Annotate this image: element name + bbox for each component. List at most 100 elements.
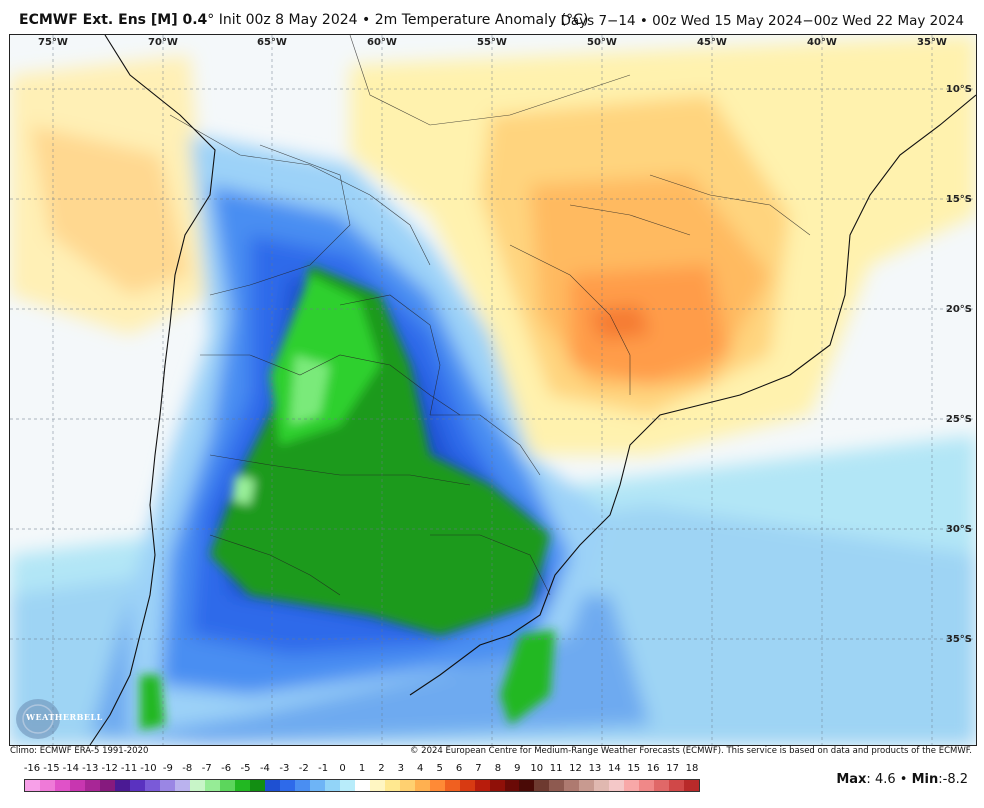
colorbar-tick-label: 3 [397,763,404,774]
colorbar [24,779,700,792]
min-value: -8.2 [942,772,968,787]
lon-label-40w: 40°W [807,37,837,48]
colorbar-tick-label: 17 [666,763,679,774]
init-time: Init 00z 8 May 2024 [218,12,358,28]
colorbar-tick-label: 5 [436,763,443,774]
colorbar-tick-label: 7 [475,763,482,774]
colorbar-swatch [294,780,310,791]
colorbar-swatch [324,780,340,791]
colorbar-tick-label: 16 [646,763,660,774]
colorbar-swatch [279,780,295,791]
colorbar-swatch [369,780,385,791]
colorbar-tick-label: -16 [23,763,41,774]
colorbar-swatch [25,780,40,791]
colorbar-swatch [549,780,565,791]
colorbar-swatch [519,780,535,791]
weatherbell-logo [16,699,60,739]
max-value: 4.6 [874,772,896,787]
colorbar-tick-label: 2 [378,763,385,774]
valid-period: Days 7−14 • 00z Wed 15 May 2024−00z Wed … [560,13,964,29]
map-canvas: 75°W 70°W 65°W 60°W 55°W 50°W 45°W 40°W … [10,35,976,745]
map-title: ECMWF Ext. Ens [M] 0.4° Init 00z 8 May 2… [19,12,588,28]
colorbar-tick-label: 0 [339,763,346,774]
colorbar-tick-label: 15 [627,763,641,774]
lat-label-20s: 20°S [946,304,972,315]
colorbar-tick-label: 8 [494,763,502,774]
colorbar-tick-label: 10 [530,763,544,774]
colorbar-tick-label: -11 [120,763,138,774]
colorbar-swatch [534,780,550,791]
maxmin-separator: • [899,772,908,787]
colorbar-labels: -16 -15 -14 -13 -12 -11 -10 -9 -8 -7 -6 -5 -4 -3 -2 -1 0… [24,763,700,777]
colorbar-swatch [684,780,700,791]
colorbar-tick-label: -14 [62,763,79,774]
colorbar-swatch [189,780,205,791]
colorbar-swatch [489,780,505,791]
colorbar-swatch [84,780,100,791]
longitude-labels: 75°W 70°W 65°W 60°W 55°W 50°W 45°W 40°W … [38,37,947,48]
lat-label-10s: 10°S [946,84,972,95]
colorbar-swatch [429,780,445,791]
colorbar-swatch [39,780,55,791]
min-label: Min [911,772,939,787]
lat-label-25s: 25°S [946,414,972,425]
colorbar-tick-label: -1 [318,763,329,774]
colorbar-tick-label: -6 [221,763,232,774]
lon-label-50w: 50°W [587,37,617,48]
lon-label-70w: 70°W [148,37,178,48]
colorbar-swatch [459,780,475,791]
colorbar-swatch [444,780,460,791]
colorbar-tick-label: -8 [182,763,193,774]
title-separator: • [362,12,371,28]
max-label: Max [836,772,867,787]
latitude-labels: 10°S 15°S 20°S 25°S 30°S 35°S [946,84,972,645]
lat-label-35s: 35°S [946,634,972,645]
colorbar-swatch [249,780,265,791]
climo-note: Climo: ECMWF ERA-5 1991-2020 [10,746,149,756]
colorbar-swatch [234,780,250,791]
copyright-note: © 2024 European Centre for Medium-Range … [409,746,972,756]
colorbar-swatch [639,780,655,791]
colorbar-tick-label: 6 [455,763,463,774]
cold-core [140,265,555,730]
colorbar-swatch [339,780,355,791]
map-panel[interactable]: 75°W 70°W 65°W 60°W 55°W 50°W 45°W 40°W … [9,34,977,746]
graticule [10,35,976,745]
lon-label-45w: 45°W [697,37,727,48]
lat-label-15s: 15°S [946,194,972,205]
colorbar-tick-label: -5 [240,763,251,774]
colorbar-tick-label: -13 [82,763,99,774]
colorbar-tick-label: 4 [417,763,424,774]
colorbar-swatch [99,780,115,791]
coastlines [89,35,976,745]
colorbar-tick-label: 11 [549,763,563,774]
field-name: 2m Temperature Anomaly (°C) [374,12,589,28]
colorbar-swatch [669,780,685,791]
colorbar-swatch [114,780,130,791]
colorbar-swatch [609,780,625,791]
colorbar-tick-label: -10 [140,763,157,774]
colorbar-tick-label: -4 [259,763,270,774]
colorbar-swatch [144,780,160,791]
colorbar-swatch [309,780,325,791]
colorbar-tick-label: -9 [162,763,173,774]
colorbar-swatch [174,780,190,791]
colorbar-swatch [54,780,70,791]
colorbar-swatch [219,780,235,791]
logo-text: WEATHERBELL [26,712,103,722]
title-bar: ECMWF Ext. Ens [M] 0.4° Init 00z 8 May 2… [0,0,984,34]
colorbar-swatch [564,780,580,791]
colorbar-tick-label: 1 [358,763,366,774]
colorbar-tick-label: -15 [43,763,60,774]
colorbar-swatch [594,780,610,791]
colorbar-swatch [399,780,415,791]
colorbar-tick-label: 13 [588,763,602,774]
lon-label-65w: 65°W [257,37,287,48]
colorbar-swatch [354,780,370,791]
lon-label-35w: 35°W [917,37,947,48]
colorbar-swatch [624,780,640,791]
colorbar-tick-label: -7 [201,763,212,774]
colorbar-tick-label: 9 [514,763,521,774]
colorbar-swatch [204,780,220,791]
colorbar-swatch [474,780,490,791]
